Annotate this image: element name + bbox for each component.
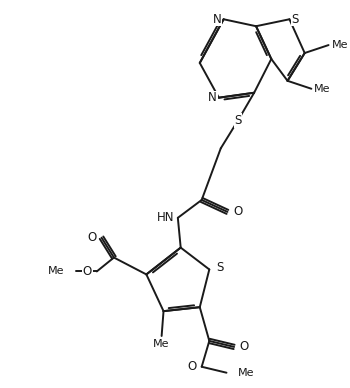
- Text: S: S: [216, 261, 223, 274]
- Text: HN: HN: [156, 211, 174, 224]
- Text: S: S: [234, 114, 241, 127]
- Text: O: O: [88, 231, 97, 244]
- Text: S: S: [291, 13, 299, 26]
- Text: O: O: [239, 340, 248, 353]
- Text: O: O: [188, 360, 197, 373]
- Text: Me: Me: [314, 84, 331, 94]
- Text: Me: Me: [153, 339, 170, 349]
- Text: Me: Me: [331, 40, 348, 50]
- Text: O: O: [233, 205, 243, 218]
- Text: N: N: [208, 91, 217, 104]
- Text: Me: Me: [48, 267, 64, 276]
- Text: O: O: [83, 265, 92, 278]
- Text: N: N: [213, 13, 222, 26]
- Text: Me: Me: [238, 368, 254, 378]
